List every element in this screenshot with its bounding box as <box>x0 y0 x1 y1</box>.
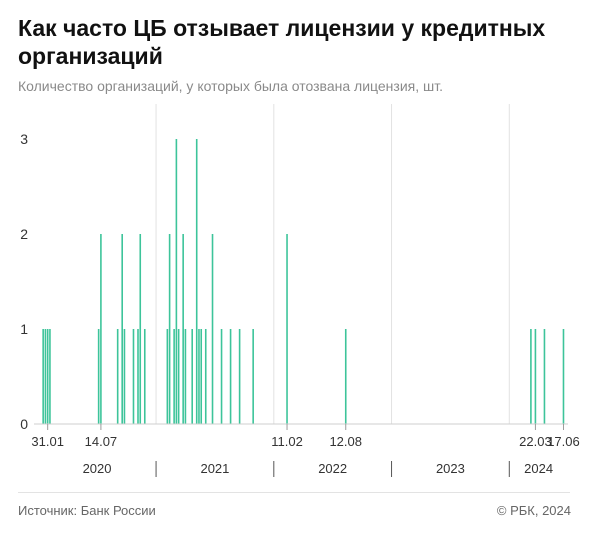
date-tick-label: 14.07 <box>85 434 118 449</box>
chart-title: Как часто ЦБ отзывает лицензии у кредитн… <box>18 15 546 69</box>
y-tick-label: 3 <box>20 131 28 147</box>
year-label: 2022 <box>318 461 347 476</box>
date-tick-label: 12.08 <box>329 434 362 449</box>
date-tick-label: 22.03 <box>519 434 552 449</box>
year-label: 2020 <box>83 461 112 476</box>
y-tick-label: 1 <box>20 321 28 337</box>
year-label: 2021 <box>200 461 229 476</box>
y-tick-label: 0 <box>20 416 28 432</box>
footer-divider <box>18 492 570 493</box>
year-label: 2024 <box>524 461 553 476</box>
y-tick-label: 2 <box>20 226 28 242</box>
date-tick-label: 11.02 <box>271 434 303 449</box>
year-label: 2023 <box>436 461 465 476</box>
date-tick-label: 31.01 <box>31 434 64 449</box>
chart-subtitle: Количество организаций, у которых была о… <box>18 78 443 94</box>
copyright-note: © РБК, 2024 <box>496 503 571 518</box>
source-note: Источник: Банк России <box>18 503 156 518</box>
date-tick-label: 17.06 <box>547 434 580 449</box>
